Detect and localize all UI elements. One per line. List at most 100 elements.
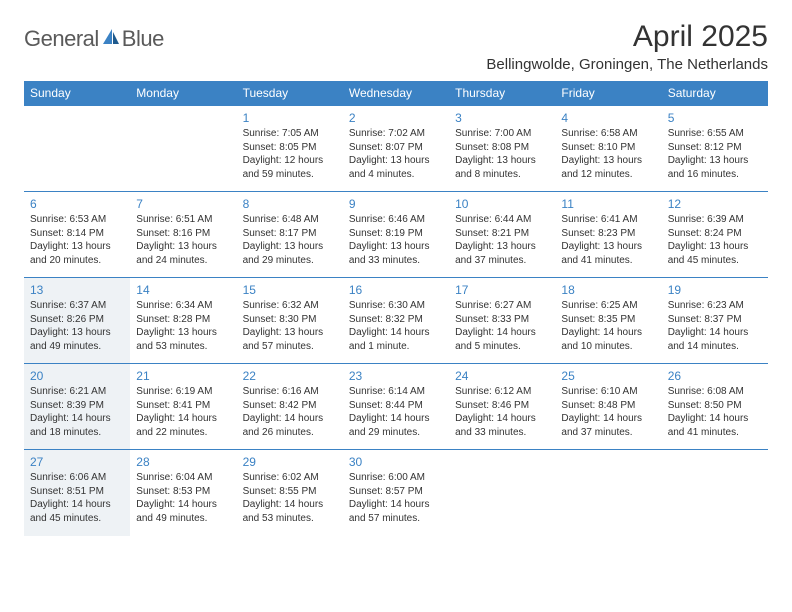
sunset-text: Sunset: 8:42 PM: [243, 399, 337, 413]
sunset-text: Sunset: 8:16 PM: [136, 227, 230, 241]
sunrise-text: Sunrise: 6:14 AM: [349, 385, 443, 399]
sunset-text: Sunset: 8:57 PM: [349, 485, 443, 499]
daylight-text-2: and 26 minutes.: [243, 426, 337, 440]
calendar-cell: 27Sunrise: 6:06 AMSunset: 8:51 PMDayligh…: [24, 450, 130, 536]
calendar-cell: 17Sunrise: 6:27 AMSunset: 8:33 PMDayligh…: [449, 278, 555, 364]
sunrise-text: Sunrise: 6:41 AM: [561, 213, 655, 227]
sunrise-text: Sunrise: 7:02 AM: [349, 127, 443, 141]
calendar-cell: 10Sunrise: 6:44 AMSunset: 8:21 PMDayligh…: [449, 192, 555, 278]
sunrise-text: Sunrise: 6:46 AM: [349, 213, 443, 227]
daylight-text-1: Daylight: 14 hours: [455, 326, 549, 340]
sunset-text: Sunset: 8:26 PM: [30, 313, 124, 327]
sunset-text: Sunset: 8:21 PM: [455, 227, 549, 241]
daylight-text-1: Daylight: 13 hours: [30, 240, 124, 254]
calendar-cell-empty: [449, 450, 555, 536]
daylight-text-2: and 57 minutes.: [243, 340, 337, 354]
sunset-text: Sunset: 8:07 PM: [349, 141, 443, 155]
daylight-text-1: Daylight: 13 hours: [243, 240, 337, 254]
day-number: 17: [455, 280, 549, 298]
day-number: 1: [243, 108, 337, 126]
calendar-cell: 3Sunrise: 7:00 AMSunset: 8:08 PMDaylight…: [449, 106, 555, 192]
daylight-text-1: Daylight: 13 hours: [455, 154, 549, 168]
day-number: 8: [243, 194, 337, 212]
sunset-text: Sunset: 8:28 PM: [136, 313, 230, 327]
sunset-text: Sunset: 8:14 PM: [30, 227, 124, 241]
daylight-text-1: Daylight: 14 hours: [136, 412, 230, 426]
calendar-row: 13Sunrise: 6:37 AMSunset: 8:26 PMDayligh…: [24, 278, 768, 364]
header: General Blue April 2025 Bellingwolde, Gr…: [24, 20, 768, 73]
daylight-text-2: and 29 minutes.: [349, 426, 443, 440]
sunrise-text: Sunrise: 6:53 AM: [30, 213, 124, 227]
daylight-text-2: and 8 minutes.: [455, 168, 549, 182]
daylight-text-1: Daylight: 14 hours: [243, 498, 337, 512]
daylight-text-2: and 5 minutes.: [455, 340, 549, 354]
sunset-text: Sunset: 8:12 PM: [668, 141, 762, 155]
sunrise-text: Sunrise: 6:30 AM: [349, 299, 443, 313]
sunrise-text: Sunrise: 6:21 AM: [30, 385, 124, 399]
day-number: 11: [561, 194, 655, 212]
daylight-text-2: and 41 minutes.: [668, 426, 762, 440]
daylight-text-1: Daylight: 13 hours: [561, 240, 655, 254]
daylight-text-1: Daylight: 14 hours: [668, 326, 762, 340]
daylight-text-1: Daylight: 13 hours: [455, 240, 549, 254]
calendar-row: 1Sunrise: 7:05 AMSunset: 8:05 PMDaylight…: [24, 106, 768, 192]
daylight-text-2: and 14 minutes.: [668, 340, 762, 354]
sunrise-text: Sunrise: 6:16 AM: [243, 385, 337, 399]
calendar-cell: 23Sunrise: 6:14 AMSunset: 8:44 PMDayligh…: [343, 364, 449, 450]
calendar-cell: 29Sunrise: 6:02 AMSunset: 8:55 PMDayligh…: [237, 450, 343, 536]
calendar-head: SundayMondayTuesdayWednesdayThursdayFrid…: [24, 81, 768, 106]
calendar-cell: 24Sunrise: 6:12 AMSunset: 8:46 PMDayligh…: [449, 364, 555, 450]
calendar-cell: 5Sunrise: 6:55 AMSunset: 8:12 PMDaylight…: [662, 106, 768, 192]
weekday-header: Friday: [555, 81, 661, 106]
daylight-text-2: and 16 minutes.: [668, 168, 762, 182]
sunrise-text: Sunrise: 6:48 AM: [243, 213, 337, 227]
sunset-text: Sunset: 8:10 PM: [561, 141, 655, 155]
day-number: 12: [668, 194, 762, 212]
sunrise-text: Sunrise: 7:05 AM: [243, 127, 337, 141]
daylight-text-1: Daylight: 13 hours: [243, 326, 337, 340]
calendar-cell: 13Sunrise: 6:37 AMSunset: 8:26 PMDayligh…: [24, 278, 130, 364]
daylight-text-2: and 45 minutes.: [30, 512, 124, 526]
sunrise-text: Sunrise: 6:04 AM: [136, 471, 230, 485]
daylight-text-1: Daylight: 14 hours: [136, 498, 230, 512]
sunset-text: Sunset: 8:41 PM: [136, 399, 230, 413]
sunrise-text: Sunrise: 6:19 AM: [136, 385, 230, 399]
day-number: 30: [349, 452, 443, 470]
calendar-cell: 2Sunrise: 7:02 AMSunset: 8:07 PMDaylight…: [343, 106, 449, 192]
daylight-text-1: Daylight: 14 hours: [349, 498, 443, 512]
daylight-text-2: and 53 minutes.: [243, 512, 337, 526]
calendar-cell: 26Sunrise: 6:08 AMSunset: 8:50 PMDayligh…: [662, 364, 768, 450]
daylight-text-2: and 37 minutes.: [561, 426, 655, 440]
weekday-header: Sunday: [24, 81, 130, 106]
weekday-header: Monday: [130, 81, 236, 106]
day-number: 5: [668, 108, 762, 126]
daylight-text-1: Daylight: 14 hours: [349, 412, 443, 426]
sunset-text: Sunset: 8:46 PM: [455, 399, 549, 413]
day-number: 4: [561, 108, 655, 126]
sunset-text: Sunset: 8:19 PM: [349, 227, 443, 241]
daylight-text-1: Daylight: 14 hours: [668, 412, 762, 426]
daylight-text-1: Daylight: 13 hours: [561, 154, 655, 168]
daylight-text-2: and 49 minutes.: [136, 512, 230, 526]
sunset-text: Sunset: 8:51 PM: [30, 485, 124, 499]
sunset-text: Sunset: 8:30 PM: [243, 313, 337, 327]
daylight-text-1: Daylight: 13 hours: [30, 326, 124, 340]
calendar-cell: 21Sunrise: 6:19 AMSunset: 8:41 PMDayligh…: [130, 364, 236, 450]
daylight-text-2: and 37 minutes.: [455, 254, 549, 268]
calendar-cell-empty: [662, 450, 768, 536]
daylight-text-1: Daylight: 14 hours: [561, 326, 655, 340]
daylight-text-2: and 49 minutes.: [30, 340, 124, 354]
day-number: 9: [349, 194, 443, 212]
daylight-text-2: and 12 minutes.: [561, 168, 655, 182]
calendar-cell: 4Sunrise: 6:58 AMSunset: 8:10 PMDaylight…: [555, 106, 661, 192]
calendar-table: SundayMondayTuesdayWednesdayThursdayFrid…: [24, 81, 768, 536]
daylight-text-2: and 10 minutes.: [561, 340, 655, 354]
sunrise-text: Sunrise: 6:32 AM: [243, 299, 337, 313]
sunset-text: Sunset: 8:53 PM: [136, 485, 230, 499]
day-number: 10: [455, 194, 549, 212]
calendar-cell: 9Sunrise: 6:46 AMSunset: 8:19 PMDaylight…: [343, 192, 449, 278]
weekday-row: SundayMondayTuesdayWednesdayThursdayFrid…: [24, 81, 768, 106]
day-number: 6: [30, 194, 124, 212]
month-title: April 2025: [486, 20, 768, 54]
calendar-row: 20Sunrise: 6:21 AMSunset: 8:39 PMDayligh…: [24, 364, 768, 450]
